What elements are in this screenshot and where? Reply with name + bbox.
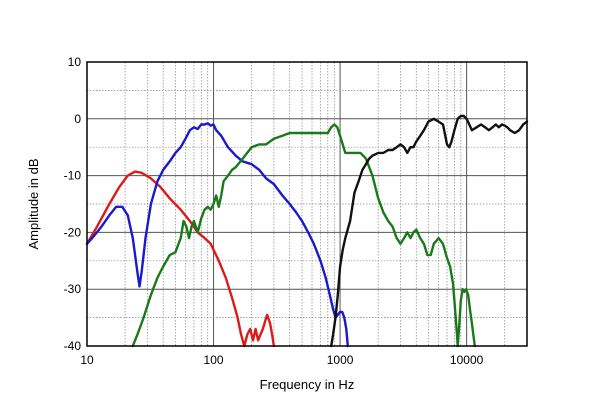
- y-tick-label: -30: [64, 282, 82, 296]
- x-axis-label: Frequency in Hz: [260, 377, 355, 392]
- x-tick-label: 10000: [450, 353, 484, 367]
- y-tick-label: -20: [64, 225, 82, 239]
- x-tick-labels: 10 100 1000 10000: [80, 353, 483, 367]
- x-tick-label: 1000: [327, 353, 354, 367]
- y-tick-label: 10: [68, 55, 82, 69]
- y-tick-label: -10: [64, 169, 82, 183]
- y-tick-labels: 10 0 -10 -20 -30 -40: [64, 55, 82, 353]
- series-line-1: [85, 170, 276, 348]
- x-tick-label: 100: [204, 353, 224, 367]
- series-line-3: [131, 123, 476, 348]
- series-line-4: [330, 114, 529, 348]
- series-line-2: [85, 122, 349, 348]
- y-tick-label: 0: [74, 112, 81, 126]
- series-group: [85, 114, 529, 348]
- x-tick-label: 10: [80, 353, 94, 367]
- y-tick-label: -40: [64, 339, 82, 353]
- y-axis-label: Amplitude in dB: [26, 158, 41, 249]
- plot-frame: [86, 61, 528, 347]
- grid-lines: [87, 62, 527, 346]
